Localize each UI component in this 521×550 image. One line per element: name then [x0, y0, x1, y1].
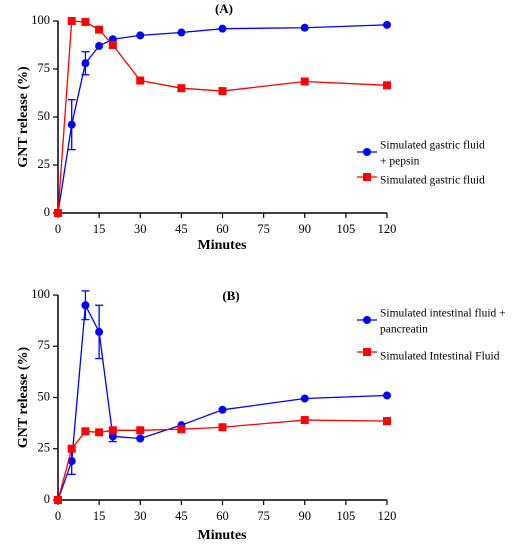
- data-point: [300, 77, 309, 86]
- y-tick-label: 0: [44, 205, 50, 219]
- data-point: [95, 428, 104, 437]
- x-tick-label: 30: [134, 222, 147, 236]
- data-point: [95, 41, 104, 50]
- x-tick-label: 105: [337, 222, 356, 236]
- x-tick-label: 0: [55, 222, 61, 236]
- legend-swatch-marker: [363, 316, 371, 324]
- data-point: [383, 417, 391, 426]
- data-point: [383, 81, 391, 90]
- data-point: [81, 427, 90, 436]
- y-tick-label: 25: [38, 441, 51, 455]
- data-point: [54, 209, 62, 217]
- x-tick-label: 120: [378, 509, 397, 523]
- x-tick-label: 105: [337, 509, 356, 523]
- y-tick-label: 75: [38, 338, 51, 352]
- data-point: [300, 23, 309, 32]
- x-tick-label: 15: [93, 222, 106, 236]
- x-tick-label: 90: [299, 222, 312, 236]
- data-point: [67, 444, 76, 453]
- data-point: [136, 76, 145, 85]
- y-tick-label: 50: [38, 109, 51, 123]
- legend-item: Simulated gastric fluid: [357, 173, 485, 187]
- legend-label: Simulated Intestinal Fluid: [380, 351, 500, 363]
- series-red: [54, 416, 391, 504]
- data-point: [177, 425, 186, 434]
- data-point: [218, 405, 227, 414]
- data-point: [136, 434, 145, 443]
- data-point: [218, 423, 227, 432]
- x-axis-title: Minutes: [198, 238, 248, 253]
- data-point: [54, 496, 62, 504]
- data-point: [108, 432, 117, 441]
- data-point: [81, 17, 90, 26]
- x-axis-title: Minutes: [198, 528, 248, 543]
- legend-swatch-marker: [363, 348, 371, 356]
- x-tick-label: 60: [216, 222, 229, 236]
- data-point: [67, 120, 76, 129]
- y-tick-label: 0: [44, 492, 50, 506]
- series-blue: [54, 20, 391, 217]
- panel-label: (B): [222, 288, 239, 303]
- x-tick-label: 60: [216, 509, 229, 523]
- series-blue: [54, 290, 391, 504]
- series-red: [54, 17, 391, 217]
- data-point: [67, 17, 76, 25]
- x-tick-label: 15: [93, 509, 106, 523]
- data-point: [81, 59, 90, 68]
- data-point: [177, 28, 186, 37]
- x-tick-label: 30: [134, 509, 147, 523]
- y-tick-label: 75: [38, 61, 51, 75]
- x-tick-label: 75: [257, 222, 270, 236]
- data-point: [81, 301, 90, 310]
- legend-label: pancreatin: [380, 324, 428, 336]
- data-point: [108, 426, 117, 435]
- data-point: [95, 25, 104, 34]
- data-point: [95, 327, 104, 336]
- data-point: [136, 31, 145, 40]
- y-tick-label: 100: [31, 287, 50, 301]
- series-line: [57, 24, 388, 214]
- series-line: [57, 419, 388, 501]
- legend-item: Simulated gastric fluid + pepsin: [357, 140, 485, 168]
- legend-label: Simulated gastric fluid: [380, 140, 485, 152]
- y-axis-title: GNT release (%): [16, 66, 31, 168]
- data-point: [218, 24, 227, 33]
- series-line: [57, 20, 388, 214]
- chart-panel-b: (B) GNT release (%) Minutes 0 25 50 75 100 0 1…: [16, 287, 505, 543]
- panel-label: (A): [215, 1, 233, 16]
- y-tick-label: 100: [31, 13, 50, 27]
- data-point: [67, 457, 76, 466]
- x-tick-label: 90: [299, 509, 312, 523]
- data-point: [218, 87, 227, 96]
- x-tick-label: 120: [378, 222, 397, 236]
- legend-swatch-marker: [363, 173, 371, 181]
- legend-item: Simulated intestinal fluid + pancreatin: [357, 308, 506, 336]
- y-tick-label: 50: [38, 389, 51, 403]
- legend-item: Simulated Intestinal Fluid: [357, 348, 500, 363]
- legend-label: Simulated intestinal fluid +: [380, 308, 506, 320]
- legend-label: Simulated gastric fluid: [380, 175, 485, 187]
- x-tick-label: 45: [175, 509, 188, 523]
- x-tick-label: 0: [55, 509, 61, 523]
- data-point: [108, 41, 117, 49]
- chart-panel-a: (A) GNT release (%) Minutes 0 25 50 75 100 0 1…: [16, 1, 485, 253]
- legend-label: + pepsin: [380, 156, 420, 168]
- legend-swatch-marker: [363, 148, 371, 156]
- y-tick-label: 25: [38, 157, 51, 171]
- data-point: [383, 20, 391, 29]
- data-point: [136, 426, 145, 435]
- x-tick-label: 45: [175, 222, 188, 236]
- data-point: [383, 391, 391, 400]
- x-tick-label: 75: [257, 509, 270, 523]
- data-point: [300, 416, 309, 425]
- series-line: [57, 302, 388, 501]
- y-axis-title: GNT release (%): [16, 346, 31, 448]
- data-point: [177, 84, 186, 93]
- data-point: [300, 394, 309, 403]
